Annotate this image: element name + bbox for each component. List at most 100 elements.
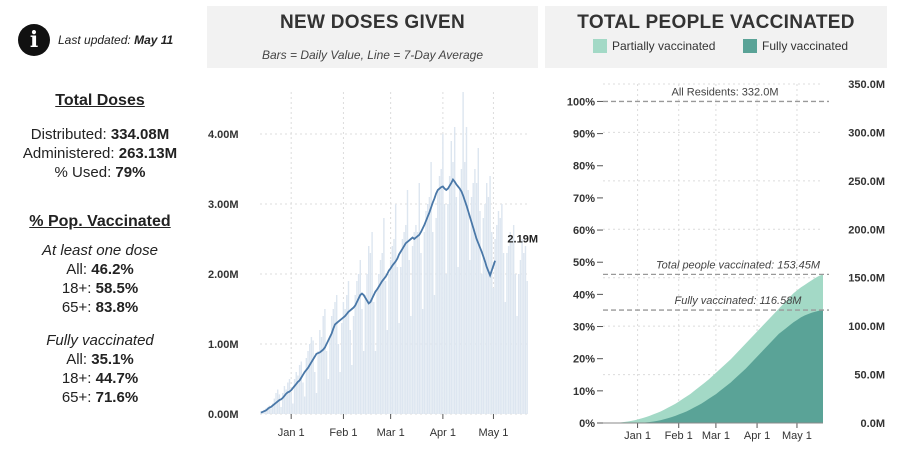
daily-bar — [443, 204, 446, 414]
daily-bar — [374, 351, 377, 414]
daily-bar — [423, 232, 426, 414]
y-left-tick-label: 30% — [573, 322, 595, 334]
daily-bar — [309, 344, 311, 414]
daily-bar — [293, 379, 296, 414]
daily-bar — [383, 218, 385, 414]
daily-bar — [271, 403, 274, 414]
daily-bar — [445, 274, 447, 414]
daily-bar — [292, 403, 294, 414]
last-updated-label: Last updated: — [58, 33, 131, 47]
daily-bar — [524, 246, 527, 414]
daily-bar — [405, 225, 407, 414]
daily-bar — [464, 162, 466, 414]
fully-65-value: 71.6% — [95, 389, 139, 406]
fully-18: 18+: 44.7% — [0, 369, 200, 388]
daily-bar — [396, 267, 399, 414]
daily-bar — [335, 295, 338, 414]
fully-65-label: 65+: — [61, 389, 92, 406]
daily-bar — [499, 218, 501, 414]
y-tick-label: 4.00M — [208, 129, 239, 141]
daily-bar — [357, 274, 360, 414]
daily-bar — [356, 281, 358, 414]
daily-bar — [346, 295, 348, 414]
daily-bar — [342, 302, 345, 414]
fully-label: Fully vaccinated — [46, 332, 154, 349]
daily-bar — [282, 393, 284, 414]
daily-bar — [450, 141, 453, 414]
daily-bar — [453, 127, 456, 414]
legend-partial: Partially vaccinated — [593, 39, 715, 53]
daily-bar — [415, 225, 417, 414]
daily-bar — [303, 396, 306, 414]
daily-bar — [320, 337, 323, 414]
daily-bar — [526, 281, 528, 414]
daily-bar — [373, 302, 375, 414]
last-updated-row: i Last updated: May 11 — [18, 24, 200, 58]
daily-bar — [477, 148, 479, 414]
x-tick-label: Mar 1 — [377, 427, 405, 439]
x-tick-label: Feb 1 — [329, 427, 357, 439]
daily-bar — [448, 176, 451, 414]
y-right-tick-label: 100.0M — [848, 321, 885, 333]
y-right-tick-label: 150.0M — [848, 273, 885, 285]
reference-label: Total people vaccinated: 153.45M — [656, 259, 821, 271]
fully-all-label: All: — [66, 351, 88, 368]
daily-bar — [472, 183, 474, 414]
daily-bar — [312, 340, 314, 414]
daily-bar — [344, 309, 346, 414]
daily-bar — [427, 204, 429, 414]
fully-vaccinated-area — [613, 310, 823, 423]
daily-bar — [354, 295, 356, 414]
daily-bar — [410, 316, 412, 414]
daily-bar — [470, 197, 473, 414]
daily-bar — [485, 183, 488, 414]
daily-bar — [506, 253, 508, 414]
vaccinated-chart-title: TOTAL PEOPLE VACCINATED — [577, 12, 855, 33]
daily-bar — [474, 169, 476, 414]
daily-bar — [315, 393, 318, 414]
daily-bar — [302, 382, 304, 414]
daily-bar — [381, 253, 383, 414]
daily-bar — [278, 394, 281, 414]
daily-bar — [447, 204, 449, 414]
y-left-tick-label: 50% — [573, 257, 595, 269]
daily-bar — [432, 232, 434, 414]
one-dose-65-label: 65+: — [61, 299, 92, 316]
daily-bar — [369, 253, 372, 414]
administered-label: Administered: — [22, 145, 115, 162]
daily-bar — [347, 281, 350, 414]
daily-bar — [489, 176, 491, 414]
reference-label: All Residents: 332.0M — [672, 86, 779, 98]
total-doses-heading: Total Doses — [55, 92, 145, 109]
vaccinated-chart-header: TOTAL PEOPLE VACCINATED Partially vaccin… — [545, 6, 887, 68]
daily-bar — [460, 169, 463, 414]
daily-bar — [325, 351, 328, 414]
daily-bar — [514, 274, 517, 414]
daily-bar — [334, 302, 336, 414]
daily-bar — [329, 337, 331, 414]
one-dose-65: 65+: 83.8% — [0, 298, 200, 317]
x-tick-label: Apr 1 — [744, 430, 770, 442]
daily-bar — [362, 351, 365, 414]
vaccinated-chart: 0.0M 50.0M 100.0M 150.0M 200.0M 250.0M 300.0M 3… — [567, 79, 885, 442]
distributed-value: 334.08M — [110, 126, 170, 143]
y-tick-label: 2.00M — [208, 269, 239, 281]
daily-bar — [378, 274, 380, 414]
daily-bar — [479, 211, 481, 414]
legend-swatch-full — [743, 39, 757, 53]
daily-bar — [416, 232, 419, 414]
daily-bar — [388, 274, 390, 414]
daily-bar — [491, 232, 493, 414]
y-right-tick-label: 250.0M — [848, 176, 885, 188]
info-icon[interactable]: i — [18, 24, 50, 56]
daily-bar — [393, 239, 395, 414]
daily-bar — [287, 382, 289, 414]
daily-bar — [297, 375, 299, 414]
daily-bar — [398, 323, 400, 414]
daily-bar — [433, 295, 436, 414]
daily-bar — [455, 197, 458, 414]
end-value-label: 2.19M — [507, 234, 538, 246]
last-updated: Last updated: May 11 — [58, 33, 173, 47]
daily-bar — [305, 358, 308, 414]
last-updated-date: May 11 — [134, 33, 174, 47]
